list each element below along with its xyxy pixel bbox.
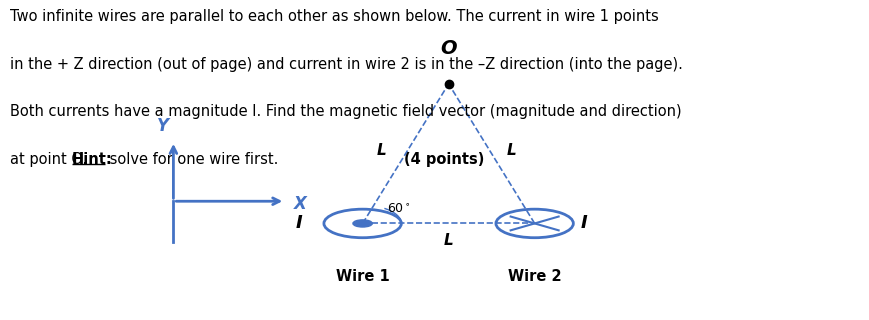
Text: X: X bbox=[294, 196, 307, 213]
Text: in the + Z direction (out of page) and current in wire 2 is in the –Z direction : in the + Z direction (out of page) and c… bbox=[10, 57, 683, 72]
Text: L: L bbox=[444, 233, 454, 248]
Text: (4 points): (4 points) bbox=[404, 152, 484, 167]
Text: 60$^\circ$: 60$^\circ$ bbox=[387, 203, 410, 215]
Text: Wire 2: Wire 2 bbox=[507, 269, 561, 284]
Text: O: O bbox=[441, 39, 457, 59]
Text: Both currents have a magnitude I. Find the magnetic field vector (magnitude and : Both currents have a magnitude I. Find t… bbox=[10, 105, 681, 119]
Text: solve for one wire first.: solve for one wire first. bbox=[105, 152, 283, 167]
Text: I: I bbox=[580, 214, 587, 232]
Text: at point O.: at point O. bbox=[10, 152, 92, 167]
Text: I: I bbox=[295, 214, 302, 232]
Circle shape bbox=[353, 220, 372, 227]
Text: Y: Y bbox=[157, 116, 169, 135]
Text: Hint:: Hint: bbox=[72, 152, 113, 167]
Text: Wire 1: Wire 1 bbox=[335, 269, 389, 284]
Text: L: L bbox=[377, 143, 387, 158]
Text: Two infinite wires are parallel to each other as shown below. The current in wir: Two infinite wires are parallel to each … bbox=[10, 9, 659, 24]
Text: L: L bbox=[507, 143, 517, 158]
